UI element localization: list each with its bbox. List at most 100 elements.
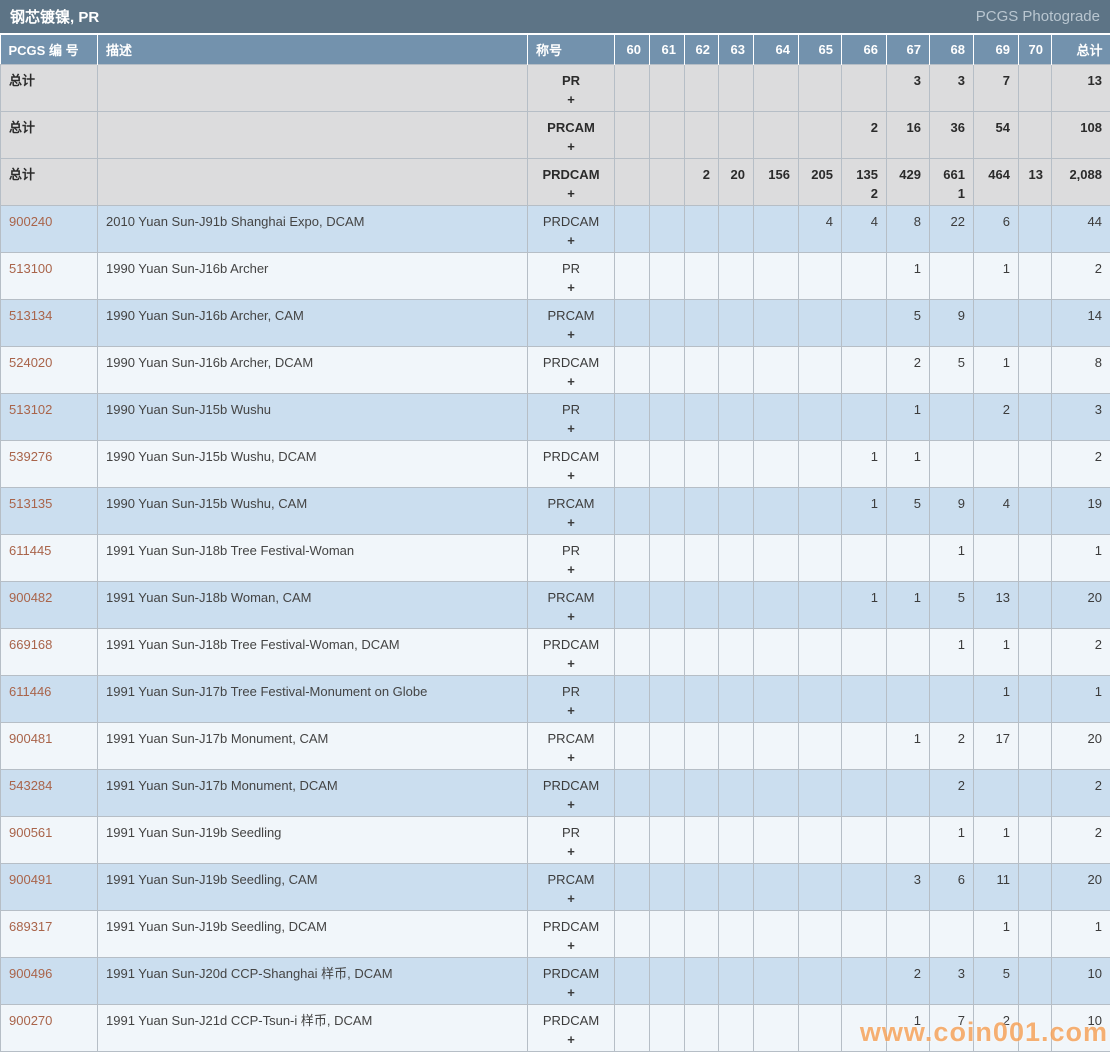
grade-cell-67: 1 xyxy=(886,251,930,300)
coin-description xyxy=(97,157,528,206)
designation-label: PRCAM xyxy=(547,119,595,135)
pcgs-number-link[interactable]: 669168 xyxy=(0,627,98,676)
plus-grade-label: + xyxy=(567,91,575,107)
grade-cell-68 xyxy=(929,674,974,723)
pcgs-number-link[interactable]: 543284 xyxy=(0,768,98,817)
coin-description: 1990 Yuan Sun-J16b Archer xyxy=(97,251,528,300)
grade-cell-67: 1 xyxy=(886,1003,930,1052)
grade-cell-64 xyxy=(753,251,799,300)
grade-cell-61 xyxy=(649,956,685,1005)
pcgs-number-link[interactable]: 524020 xyxy=(0,345,98,394)
grade-cell-60 xyxy=(614,204,650,253)
grade-count: 16 xyxy=(906,119,921,135)
grade-count: 5 xyxy=(957,354,965,370)
pcgs-number-link[interactable]: 900561 xyxy=(0,815,98,864)
total-cell: 1 xyxy=(1051,909,1110,958)
grade-count: 3 xyxy=(913,72,921,88)
coin-row: 543284 1991 Yuan Sun-J17b Monument, DCAM P… xyxy=(0,768,1110,817)
column-header-grade-68: 68 xyxy=(929,35,974,64)
total-cell: 20 xyxy=(1051,721,1110,770)
grade-cell-68 xyxy=(929,439,974,488)
total-count: 19 xyxy=(1087,495,1102,511)
grade-count: 1 xyxy=(1002,824,1010,840)
grade-cell-60 xyxy=(614,251,650,300)
pcgs-number-link[interactable]: 900491 xyxy=(0,862,98,911)
pcgs-number-link[interactable]: 539276 xyxy=(0,439,98,488)
pcgs-number-link[interactable]: 513102 xyxy=(0,392,98,441)
grade-cell-68 xyxy=(929,392,974,441)
designation-cell: PRDCAM + xyxy=(527,956,615,1005)
grade-cell-64 xyxy=(753,674,799,723)
coin-row: 524020 1990 Yuan Sun-J16b Archer, DCAM PRD… xyxy=(0,345,1110,394)
grade-cell-65 xyxy=(798,674,842,723)
grade-cell-62 xyxy=(684,580,719,629)
designation-label: PRCAM xyxy=(547,730,595,746)
coin-description: 1991 Yuan Sun-J19b Seedling, DCAM xyxy=(97,909,528,958)
grade-cell-66 xyxy=(841,909,887,958)
pcgs-number-link[interactable]: 900496 xyxy=(0,956,98,1005)
grade-cell-60 xyxy=(614,63,650,112)
total-count: 2 xyxy=(1094,636,1102,652)
grade-cell-60 xyxy=(614,1003,650,1052)
grade-cell-65 xyxy=(798,956,842,1005)
grade-cell-63 xyxy=(718,63,754,112)
pcgs-photograde-link[interactable]: PCGS Photograde xyxy=(975,8,1100,25)
plus-grade-label: + xyxy=(567,890,575,906)
plus-grade-count: 2 xyxy=(870,185,878,201)
pcgs-number-link[interactable]: 900481 xyxy=(0,721,98,770)
grade-cell-65 xyxy=(798,63,842,112)
grade-cell-62 xyxy=(684,674,719,723)
pcgs-number-link[interactable]: 900270 xyxy=(0,1003,98,1052)
grade-cell-69: 2 xyxy=(973,1003,1019,1052)
pcgs-number-link[interactable]: 900240 xyxy=(0,204,98,253)
grade-cell-66: 4 xyxy=(841,204,887,253)
designation-cell: PRDCAM + xyxy=(527,627,615,676)
designation-label: PRCAM xyxy=(547,307,595,323)
grade-cell-70 xyxy=(1018,862,1052,911)
total-cell: 13 xyxy=(1051,63,1110,112)
designation-cell: PR + xyxy=(527,815,615,864)
designation-label: PRDCAM xyxy=(542,213,600,229)
grade-count: 11 xyxy=(996,871,1011,887)
pcgs-number-link[interactable]: 513100 xyxy=(0,251,98,300)
coin-description xyxy=(97,110,528,159)
grade-cell-70 xyxy=(1018,110,1052,159)
grade-count: 20 xyxy=(730,166,745,182)
designation-label: PRCAM xyxy=(547,871,595,887)
pcgs-number-link[interactable]: 689317 xyxy=(0,909,98,958)
page-title: 钢芯镀镍, PR xyxy=(10,9,100,26)
grade-count: 2 xyxy=(957,777,965,793)
coin-row: 513100 1990 Yuan Sun-J16b Archer PR +1 1 2 xyxy=(0,251,1110,300)
grade-cell-62 xyxy=(684,862,719,911)
plus-grade-label: + xyxy=(567,467,575,483)
grade-cell-66 xyxy=(841,768,887,817)
grade-cell-70 xyxy=(1018,204,1052,253)
total-count: 2 xyxy=(1094,260,1102,276)
grade-cell-65 xyxy=(798,862,842,911)
grade-cell-65 xyxy=(798,1003,842,1052)
grade-cell-68 xyxy=(929,251,974,300)
total-cell: 19 xyxy=(1051,486,1110,535)
grade-count: 4 xyxy=(1002,495,1010,511)
pcgs-number-link[interactable]: 513135 xyxy=(0,486,98,535)
grade-cell-64 xyxy=(753,909,799,958)
pcgs-number-link[interactable]: 513134 xyxy=(0,298,98,347)
plus-grade-label: + xyxy=(567,138,575,154)
grade-count: 2 xyxy=(702,166,710,182)
grade-cell-63 xyxy=(718,956,754,1005)
total-cell: 20 xyxy=(1051,862,1110,911)
pcgs-number-link[interactable]: 611445 xyxy=(0,533,98,582)
pcgs-number-link[interactable]: 611446 xyxy=(0,674,98,723)
grade-count: 17 xyxy=(995,730,1010,746)
grade-cell-64 xyxy=(753,533,799,582)
grade-cell-60 xyxy=(614,392,650,441)
grade-cell-61 xyxy=(649,627,685,676)
grade-count: 464 xyxy=(988,166,1010,182)
pcgs-number-link[interactable]: 900482 xyxy=(0,580,98,629)
grade-cell-62 xyxy=(684,909,719,958)
grade-cell-62 xyxy=(684,815,719,864)
grade-cell-65 xyxy=(798,533,842,582)
grade-cell-69: 1 xyxy=(973,674,1019,723)
grade-cell-63 xyxy=(718,533,754,582)
grade-cell-65 xyxy=(798,439,842,488)
